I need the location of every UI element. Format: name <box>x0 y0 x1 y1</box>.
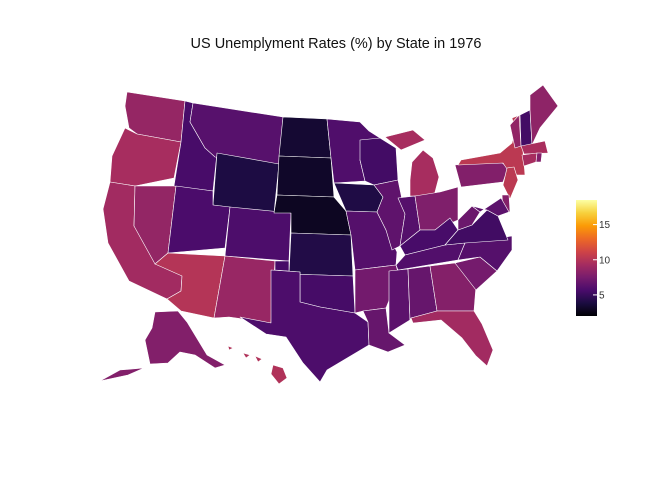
state-me <box>529 84 559 146</box>
state-ma <box>520 140 549 155</box>
state-tx <box>239 269 370 383</box>
colorbar: 5 10 15 <box>576 200 611 316</box>
state-sd <box>276 155 335 198</box>
state-nm <box>213 255 276 324</box>
state-ct <box>521 152 538 167</box>
colorbar-tick-label: 15 <box>599 220 611 231</box>
state-co <box>224 206 292 262</box>
state-mi <box>384 129 440 197</box>
colorbar-tick-label: 10 <box>599 255 611 266</box>
state-il <box>373 179 406 251</box>
state-or <box>109 127 182 187</box>
state-ks <box>288 232 354 277</box>
state-nj <box>502 166 519 200</box>
state-ak <box>99 310 226 382</box>
state-ms <box>388 268 411 334</box>
state-ri <box>535 152 543 163</box>
colorbar-tick-label: 5 <box>599 290 605 301</box>
state-wi <box>359 137 399 186</box>
state-nd <box>278 116 332 159</box>
map-title: US Unemplyment Rates (%) by State in 197… <box>190 36 482 52</box>
colorbar-ticks: 5 10 15 <box>593 220 611 301</box>
state-md <box>471 197 510 217</box>
colorbar-gradient <box>576 200 597 316</box>
state-wv <box>457 205 481 231</box>
state-la <box>362 307 406 353</box>
states-layer <box>99 84 559 385</box>
state-wy <box>212 152 280 214</box>
state-fl <box>410 310 494 367</box>
state-hi <box>227 345 288 385</box>
